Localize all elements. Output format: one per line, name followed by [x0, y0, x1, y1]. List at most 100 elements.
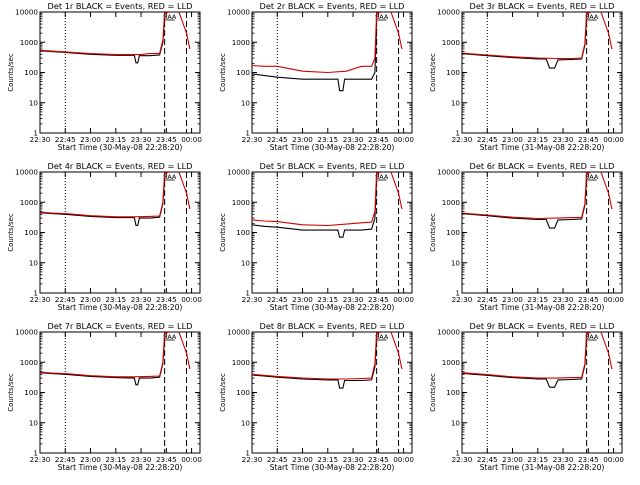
detector-panel-2: Det 2r BLACK = Events, RED = LLD 1 10 100 10… — [219, 1, 414, 152]
x-tick-label: 23:15 — [527, 295, 548, 304]
x-tick-label: 23:45 — [368, 135, 389, 144]
x-tick-label: 00:00 — [603, 135, 624, 144]
x-tick-label: 23:30 — [131, 135, 152, 144]
y-tick-label: 100 — [24, 388, 38, 397]
x-tick-label: 00:00 — [603, 455, 624, 464]
y-tick-label: 100 — [446, 388, 460, 397]
series-lld-line — [462, 332, 613, 379]
detector-panel-3: Det 3r BLACK = Events, RED = LLD 1 10 100 10… — [429, 1, 624, 152]
y-tick-label: 1 — [455, 129, 460, 138]
detector-panel-1: Det 1r BLACK = Events, RED = LLD 1 10 100 10… — [7, 1, 202, 152]
x-tick-label: 22:45 — [477, 295, 498, 304]
y-tick-label: 100 — [236, 388, 250, 397]
series-events-line — [462, 178, 588, 229]
series-lld-line — [252, 172, 403, 227]
saa-marker-label: SAA — [163, 333, 177, 341]
x-tick-label: 22:45 — [55, 295, 76, 304]
y-tick-label: 1 — [33, 129, 38, 138]
y-tick-label: 1 — [455, 289, 460, 298]
x-tick-label: 23:15 — [105, 455, 126, 464]
y-tick-label: 10 — [451, 98, 461, 107]
x-tick-label: 23:45 — [156, 295, 177, 304]
plot-frame — [461, 331, 623, 454]
y-tick-label: 10000 — [437, 8, 460, 17]
y-axis-label: Counts/sec — [219, 213, 227, 252]
detector-panel-5: Det 5r BLACK = Events, RED = LLD 1 10 100 10… — [219, 161, 414, 312]
x-tick-label: 22:45 — [55, 135, 76, 144]
y-tick-label: 1 — [245, 449, 250, 458]
x-tick-label: 22:45 — [267, 455, 288, 464]
y-tick-label: 1 — [33, 449, 38, 458]
plot-frame — [461, 11, 623, 134]
x-tick-label: 22:45 — [477, 135, 498, 144]
saa-marker-label: SAA — [375, 333, 389, 341]
series-lld-line — [252, 12, 403, 74]
series-events-line — [252, 338, 378, 389]
panel-title: Det 1r BLACK = Events, RED = LLD — [48, 1, 193, 11]
x-tick-label: 23:00 — [80, 135, 101, 144]
x-tick-label: 22:45 — [267, 135, 288, 144]
y-axis-label: Counts/sec — [429, 373, 437, 412]
x-tick-label: 23:30 — [343, 295, 364, 304]
x-axis-label: Start Time (30-May-08 22:28:20) — [58, 143, 183, 152]
x-tick-label: 23:45 — [578, 295, 599, 304]
detector-panel-4: Det 4r BLACK = Events, RED = LLD 1 10 100 10… — [7, 161, 202, 312]
panel-title: Det 6r BLACK = Events, RED = LLD — [470, 161, 615, 171]
x-tick-label: 23:30 — [343, 455, 364, 464]
panel-title: Det 8r BLACK = Events, RED = LLD — [260, 321, 405, 331]
y-tick-label: 10 — [29, 98, 39, 107]
series-events-line — [40, 337, 166, 386]
y-tick-label: 10 — [451, 418, 461, 427]
y-axis-label: Counts/sec — [219, 53, 227, 92]
x-tick-label: 22:30 — [452, 295, 473, 304]
panel-title: Det 5r BLACK = Events, RED = LLD — [260, 161, 405, 171]
series-events-line — [40, 177, 166, 227]
series-lld-line — [252, 332, 403, 380]
y-tick-label: 100 — [446, 228, 460, 237]
y-tick-label: 10 — [29, 418, 39, 427]
x-tick-label: 23:45 — [368, 295, 389, 304]
x-tick-label: 22:45 — [267, 295, 288, 304]
y-tick-label: 100 — [24, 228, 38, 237]
series-lld-line — [462, 172, 613, 220]
y-tick-label: 1000 — [20, 198, 39, 207]
y-tick-label: 1 — [245, 289, 250, 298]
x-tick-label: 23:45 — [156, 455, 177, 464]
x-tick-label: 23:00 — [502, 455, 523, 464]
series-events-line — [252, 27, 378, 92]
detector-panel-9: Det 9r BLACK = Events, RED = LLD 1 10 100 10… — [429, 321, 624, 472]
plot-frame — [461, 171, 623, 294]
series-events-line — [40, 16, 166, 64]
x-tick-label: 22:30 — [242, 455, 263, 464]
y-tick-label: 10000 — [227, 8, 250, 17]
series-events-line — [462, 18, 588, 69]
x-axis-label: Start Time (31-May-08 22:28:20) — [480, 143, 605, 152]
panel-title: Det 4r BLACK = Events, RED = LLD — [48, 161, 193, 171]
y-tick-label: 10 — [451, 258, 461, 267]
x-tick-label: 22:45 — [477, 455, 498, 464]
x-axis-label: Start Time (30-May-08 22:28:20) — [270, 463, 395, 472]
y-tick-label: 100 — [236, 68, 250, 77]
x-axis-label: Start Time (31-May-08 22:28:20) — [480, 303, 605, 312]
x-tick-label: 23:45 — [156, 135, 177, 144]
y-axis-label: Counts/sec — [7, 53, 15, 92]
x-tick-label: 23:30 — [553, 135, 574, 144]
y-axis-label: Counts/sec — [7, 213, 15, 252]
saa-marker-label: SAA — [585, 13, 599, 21]
panel-title: Det 2r BLACK = Events, RED = LLD — [260, 1, 405, 11]
panel-title: Det 7r BLACK = Events, RED = LLD — [48, 321, 193, 331]
x-tick-label: 00:00 — [181, 135, 202, 144]
x-tick-label: 00:00 — [393, 135, 414, 144]
plot-frame — [251, 171, 413, 294]
y-tick-label: 100 — [24, 68, 38, 77]
x-axis-label: Start Time (30-May-08 22:28:20) — [58, 463, 183, 472]
series-lld-line — [462, 12, 613, 60]
saa-marker-label: SAA — [163, 13, 177, 21]
x-tick-label: 00:00 — [393, 455, 414, 464]
y-tick-label: 100 — [236, 228, 250, 237]
y-tick-label: 10 — [241, 258, 251, 267]
y-tick-label: 10000 — [227, 328, 250, 337]
x-tick-label: 23:00 — [292, 295, 313, 304]
y-tick-label: 1000 — [20, 358, 39, 367]
y-tick-label: 1000 — [442, 358, 461, 367]
